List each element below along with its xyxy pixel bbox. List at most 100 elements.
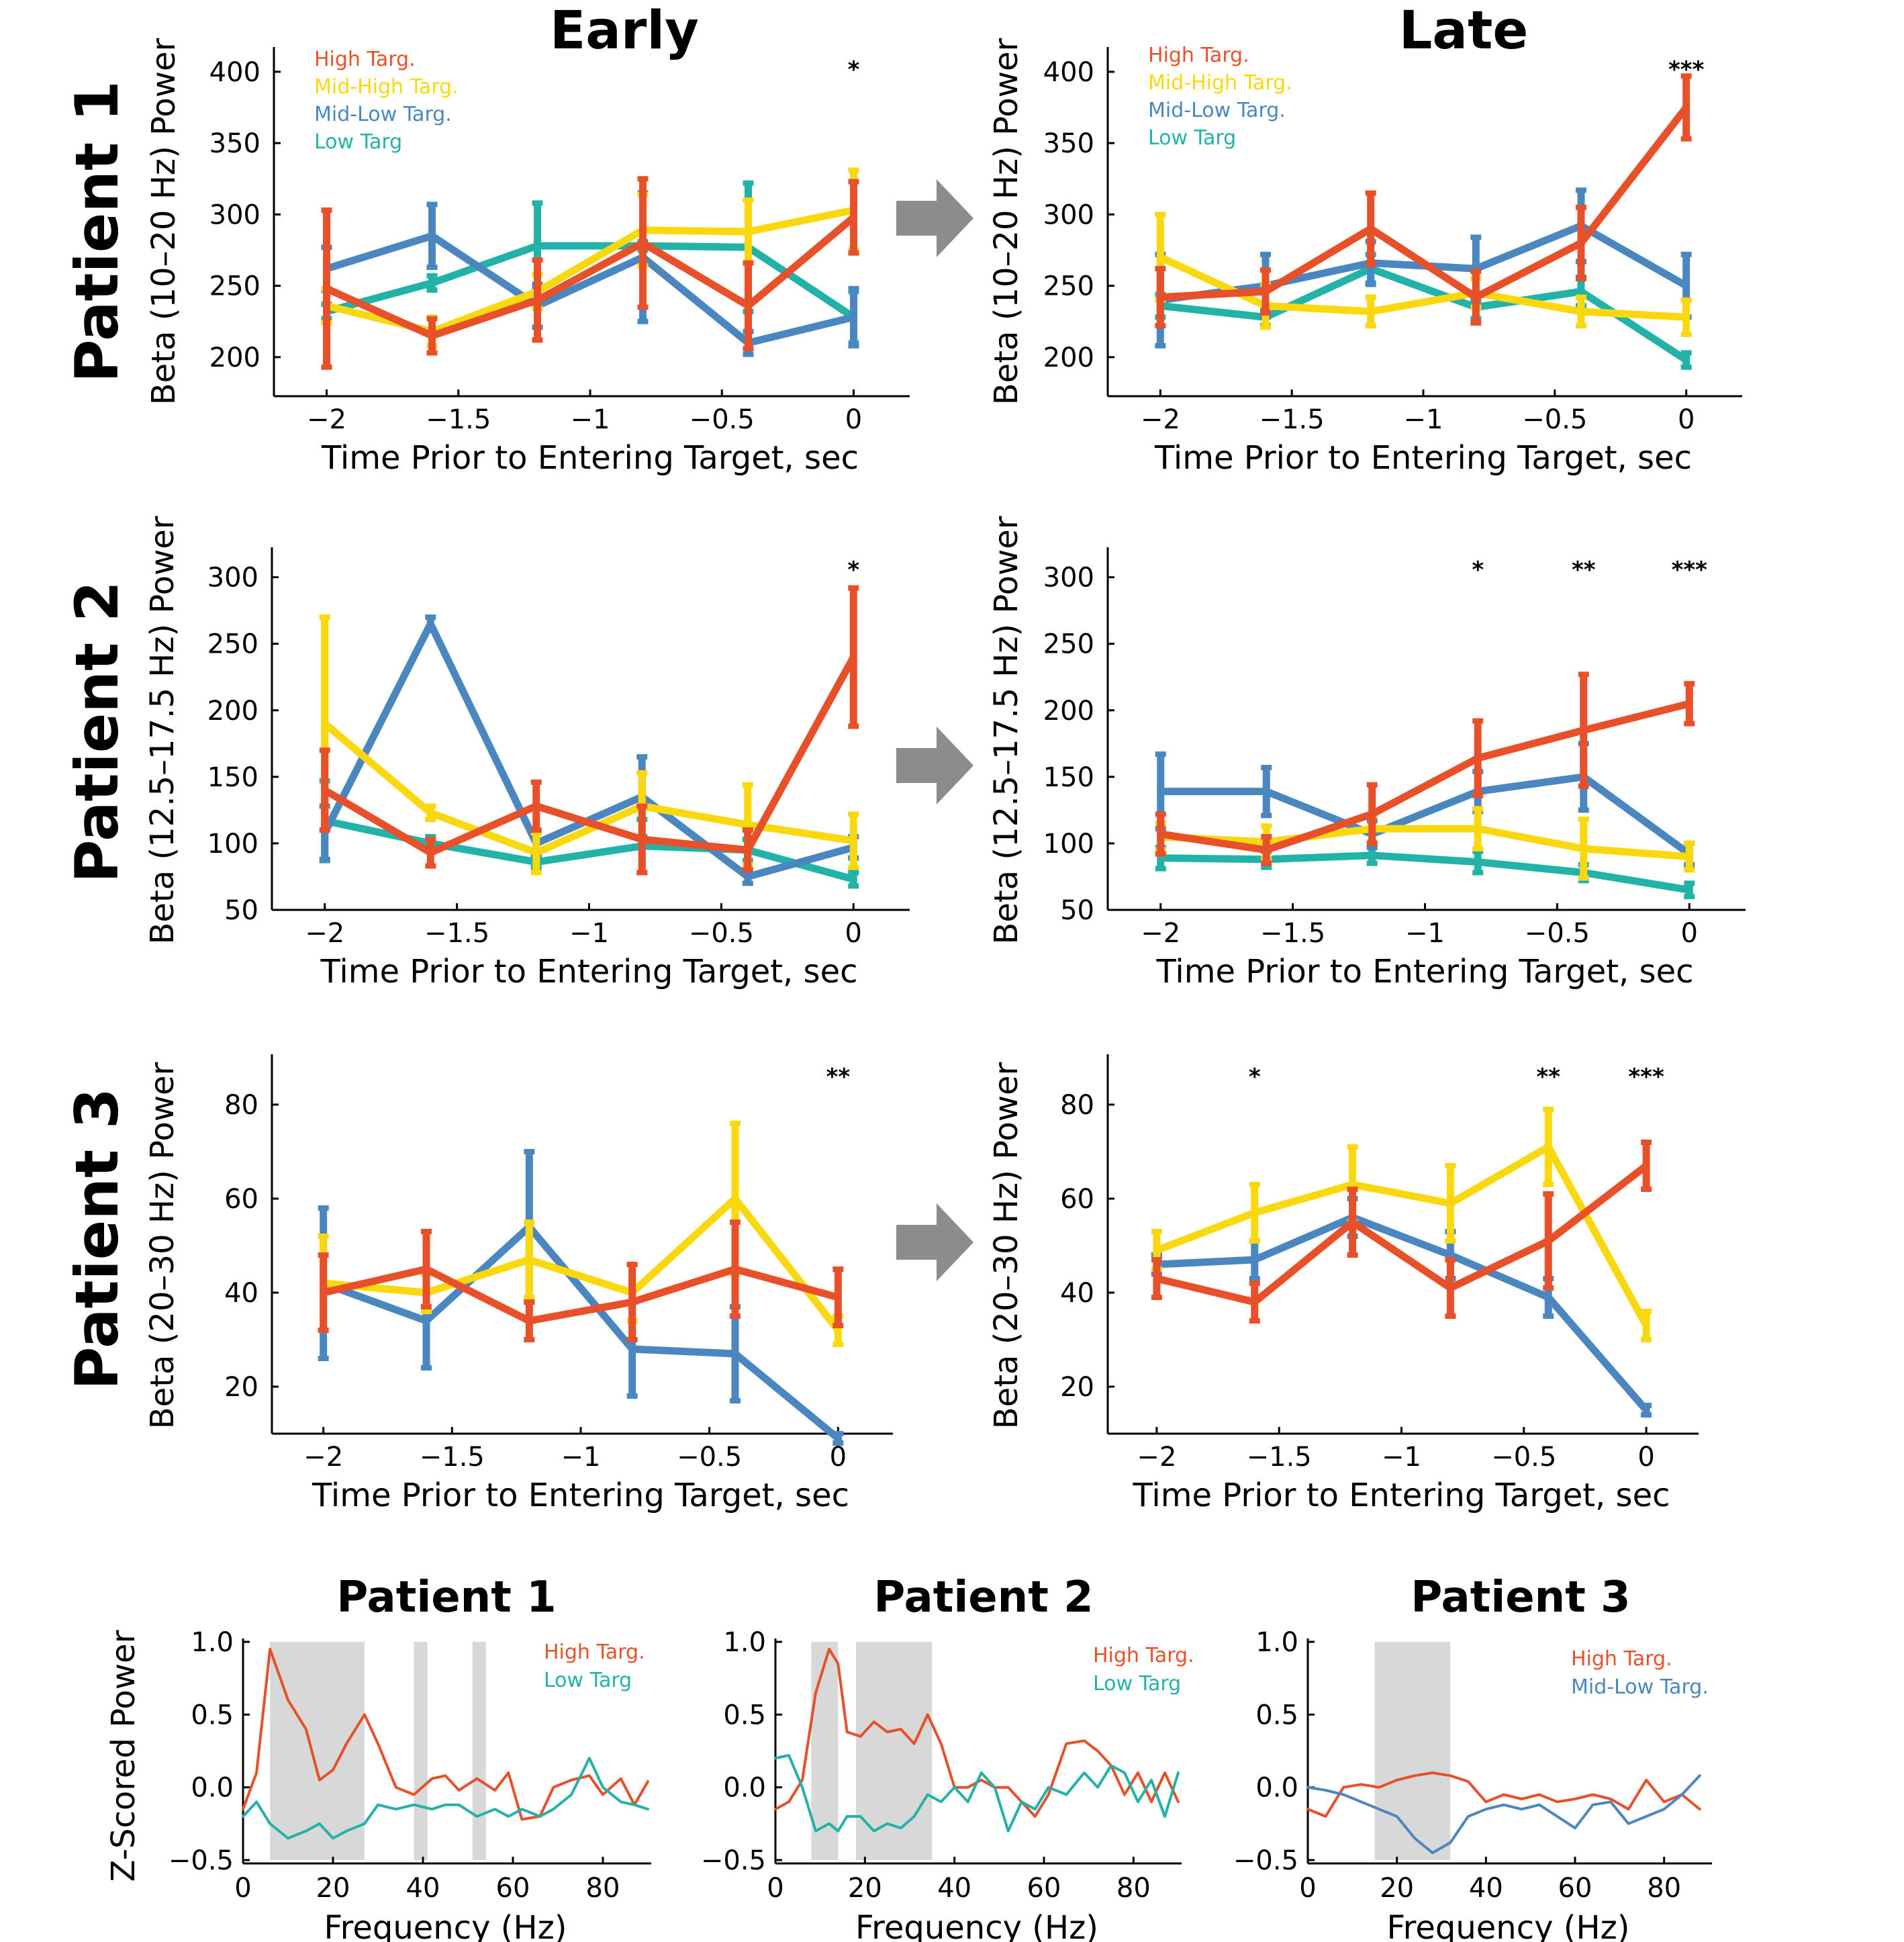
shaded-band [811, 1642, 839, 1860]
y-axis-label: Beta (10–20 Hz) Power [145, 38, 183, 405]
significance-marker: * [847, 557, 859, 584]
x-tick-label: −0.5 [1491, 1442, 1556, 1473]
x-tick-label: −0.5 [689, 918, 754, 949]
significance-marker: * [1249, 1064, 1261, 1091]
x-tick-label: 60 [496, 1873, 530, 1904]
x-tick-label: −2 [307, 404, 346, 435]
x-axis-label: Time Prior to Entering Target, sec [320, 953, 858, 990]
x-tick-label: 0 [845, 918, 862, 949]
series-low [242, 1757, 649, 1840]
shaded-band [1374, 1642, 1451, 1860]
series-midlow [319, 614, 859, 886]
y-tick-label: 0.0 [1255, 1773, 1298, 1804]
x-tick-label: −1.5 [426, 404, 491, 435]
shaded-band [270, 1642, 365, 1860]
x-axis-label: Time Prior to Entering Target, sec [321, 439, 859, 477]
y-tick-label: 150 [1043, 762, 1094, 793]
series-line-midlow [320, 1223, 842, 1442]
series-line-midhigh [1153, 1143, 1650, 1330]
series-midlow [318, 1149, 844, 1446]
row-title-patient-1: Patient 1 [62, 81, 132, 383]
x-tick-label: 40 [1469, 1873, 1503, 1904]
y-tick-label: 250 [1043, 629, 1094, 660]
y-tick-label: 40 [1060, 1278, 1094, 1309]
y-axis-label: Beta (12.5–17.5 Hz) Power [988, 516, 1025, 944]
shaded-band [856, 1642, 933, 1860]
legend: High Targ. Low Targ [544, 1640, 645, 1692]
y-tick-label: 400 [1043, 57, 1094, 88]
y-tick-label: 250 [209, 271, 260, 302]
x-tick-label: −0.5 [1525, 918, 1590, 949]
series-line-midlow [1306, 1774, 1701, 1855]
y-tick-label: 200 [207, 696, 258, 727]
x-axis-label: Time Prior to Entering Target, sec [312, 1477, 849, 1514]
y-tick-label: 80 [1060, 1090, 1094, 1121]
panel-p1-early: −2 −1.5 −1 −0.5 0 200 250 300 350 400 Time Prior t… [145, 38, 910, 477]
x-tick-label: −1 [1382, 1442, 1421, 1473]
series-line-midhigh [321, 720, 857, 857]
x-tick-label: −1.5 [1247, 1442, 1312, 1473]
series-line-high [1157, 700, 1693, 854]
series-line-midhigh [320, 1195, 842, 1334]
x-tick-label: −2 [305, 918, 344, 949]
y-tick-label: 350 [209, 128, 260, 159]
legend: High Targ. Mid-Low Targ. [1571, 1647, 1709, 1699]
legend-entry-high: High Targ. [544, 1640, 645, 1664]
x-tick-label: 0 [830, 1442, 847, 1473]
panel-spec-p2: 0 20 40 60 80 −0.5 0.0 0.5 1.0 Frequency (Hz) Pati… [701, 1573, 1194, 1942]
y-axis-label: Beta (20–30 Hz) Power [988, 1062, 1025, 1429]
legend: High Targ. Low Targ [1093, 1644, 1194, 1696]
y-axis-label: Beta (10–20 Hz) Power [988, 38, 1025, 405]
significance-marker: *** [1628, 1064, 1664, 1091]
row-title-patient-3: Patient 3 [62, 1088, 132, 1390]
x-tick-label: −1.5 [1259, 404, 1325, 435]
x-tick-label: 40 [937, 1873, 971, 1904]
x-axis-label: Frequency (Hz) [1387, 1909, 1630, 1942]
x-tick-label: −0.5 [1522, 404, 1587, 435]
x-tick-label: 80 [1647, 1873, 1681, 1904]
y-tick-label: −0.5 [169, 1845, 234, 1876]
column-title-late: Late [1399, 1, 1529, 61]
series-high [1306, 1771, 1701, 1818]
y-tick-label: 1.0 [1255, 1627, 1298, 1658]
x-tick-label: 60 [1558, 1873, 1592, 1904]
series-line-high [320, 1265, 842, 1325]
series-line-low [242, 1757, 649, 1840]
column-titles: Early Late [550, 1, 1528, 61]
x-tick-label: 0 [1299, 1873, 1316, 1904]
x-axis-label: Time Prior to Entering Target, sec [1156, 953, 1694, 990]
x-tick-label: −1.5 [1260, 918, 1325, 949]
panel-p2-late: −2 −1.5 −1 −0.5 0 50 100 150 200 250 300 Time Prior… [988, 516, 1746, 990]
series-high [319, 585, 859, 876]
arrows [896, 179, 973, 1281]
significance-marker: * [1472, 557, 1484, 584]
y-axis-label: Beta (12.5–17.5 Hz) Power [144, 516, 181, 944]
panel-title: Patient 3 [1411, 1573, 1630, 1622]
series-line-high [1306, 1771, 1701, 1818]
significance-marker: ** [1536, 1064, 1560, 1091]
x-axis-label: Time Prior to Entering Target, sec [1154, 439, 1692, 477]
x-tick-label: 0 [1681, 918, 1698, 949]
series-high [1155, 672, 1695, 866]
y-tick-label: 50 [224, 895, 258, 926]
legend-entry-low: Low Targ [314, 130, 402, 154]
series-low [774, 1754, 1180, 1833]
y-tick-label: 200 [1043, 696, 1094, 727]
y-tick-label: 200 [209, 342, 260, 373]
series-line-high [1153, 1162, 1650, 1306]
x-tick-label: −1 [569, 918, 609, 949]
legend-entry-midlow: Mid-Low Targ. [1148, 99, 1286, 122]
y-tick-label: 1.0 [191, 1627, 234, 1658]
series-midlow [1151, 1196, 1652, 1418]
y-tick-label: 350 [1043, 128, 1094, 159]
legend-entry-midlow: Mid-Low Targ. [314, 103, 452, 126]
y-tick-label: 400 [209, 57, 260, 88]
panel-title: Patient 1 [336, 1573, 556, 1622]
series-line-midhigh [1157, 825, 1693, 861]
legend: High Targ. Mid-High Targ. Mid-Low Targ. Low… [1148, 44, 1292, 150]
legend-entry-low: Low Targ [1148, 126, 1236, 150]
x-tick-label: −2 [1141, 918, 1180, 949]
x-axis-label: Frequency (Hz) [324, 1909, 567, 1942]
x-tick-label: 20 [1380, 1873, 1414, 1904]
